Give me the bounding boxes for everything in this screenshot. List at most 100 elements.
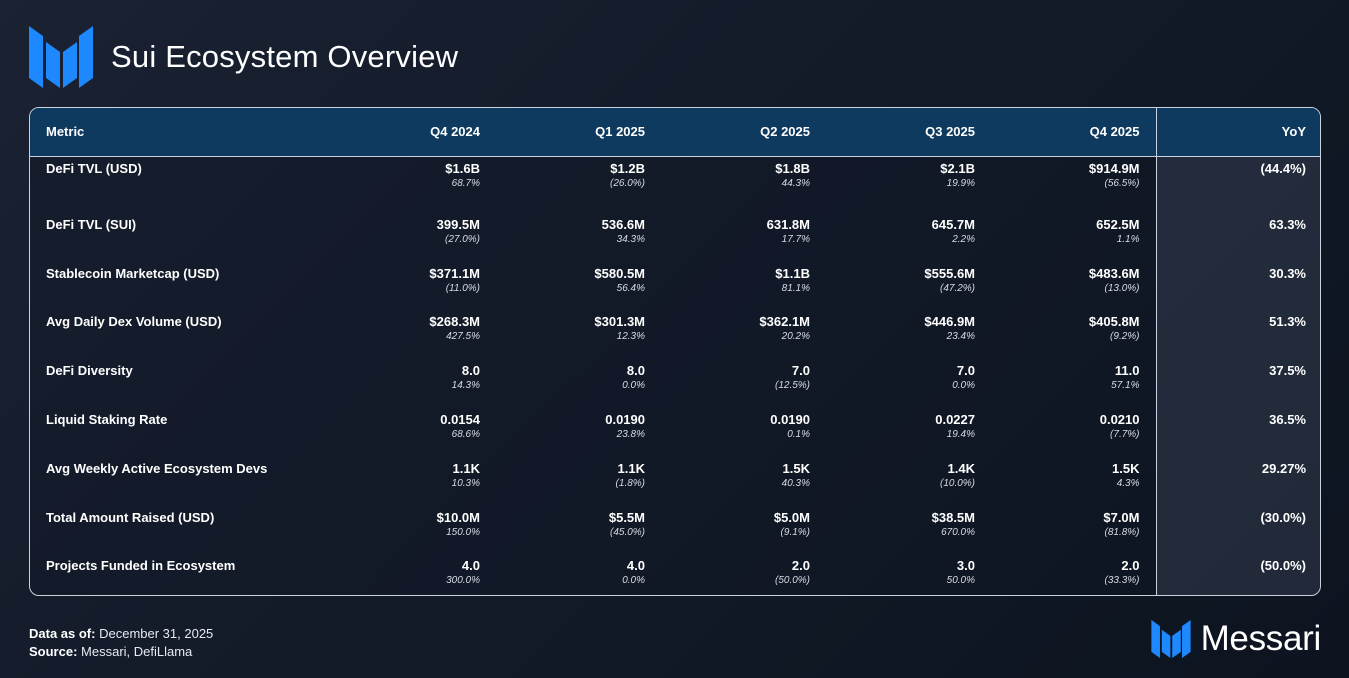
cell-q2-2025: $5.0M (9.1%)	[661, 498, 826, 547]
cell-value: 399.5M	[436, 216, 480, 232]
cell-change: (47.2%)	[939, 282, 975, 294]
brand-name: Messari	[1200, 619, 1322, 658]
cell-change: 23.4%	[946, 331, 975, 343]
cell-q4-2024: 8.0 14.3%	[315, 351, 496, 400]
metrics-table-card: Metric Q4 2024 Q1 2025 Q2 2025 Q3 2025 Q…	[29, 107, 1321, 596]
footer-notes: Data as of: December 31, 2025 Source: Me…	[29, 625, 213, 661]
cell-value: 645.7M	[931, 216, 975, 232]
cell-value: $1.6B	[445, 160, 480, 176]
cell-value: 1.1K	[617, 460, 645, 476]
metric-label: Avg Daily Dex Volume (USD)	[46, 314, 222, 330]
cell-q2-2025: $362.1M 20.2%	[661, 302, 826, 351]
table-body: DeFi TVL (USD) $1.6B 68.7% $1.2B (26.0%) $1.8…	[30, 156, 1320, 595]
cell-q3-2025: $2.1B 19.9%	[826, 156, 991, 205]
cell-change: 57.1%	[1111, 380, 1140, 392]
cell-value: 0.0154	[440, 411, 480, 427]
cell-value: $38.5M	[931, 509, 975, 525]
cell-q3-2025: 3.0 50.0%	[826, 546, 991, 595]
cell-change: (56.5%)	[1104, 177, 1140, 189]
cell-q4-2025: 2.0 (33.3%)	[991, 546, 1156, 595]
table-row: Projects Funded in Ecosystem 4.0 300.0% 4.0…	[30, 546, 1320, 595]
metric-label: DeFi TVL (USD)	[46, 160, 142, 176]
page-title: Sui Ecosystem Overview	[111, 39, 459, 74]
table-row: DeFi TVL (USD) $1.6B 68.7% $1.2B (26.0%) $1.8…	[30, 156, 1320, 205]
cell-value: $405.8M	[1088, 314, 1140, 330]
column-header-q4-2024: Q4 2024	[315, 108, 496, 157]
cell-change: (9.1%)	[780, 526, 810, 538]
cell-change: (13.0%)	[1104, 282, 1140, 294]
cell-change: (27.0%)	[444, 233, 480, 245]
messari-logo-icon	[1150, 620, 1191, 658]
cell-q2-2025: 7.0 (12.5%)	[661, 351, 826, 400]
cell-yoy: 29.27%	[1155, 448, 1320, 498]
metric-label: Projects Funded in Ecosystem	[46, 558, 236, 574]
cell-q3-2025: $38.5M 670.0%	[826, 498, 991, 547]
cell-change: 17.7%	[781, 233, 810, 245]
cell-value: 2.0	[791, 558, 810, 574]
cell-value: 11.0	[1114, 363, 1140, 379]
table-row: Total Amount Raised (USD) $10.0M 150.0% $5.…	[30, 497, 1320, 547]
cell-change: (9.2%)	[1110, 331, 1140, 343]
source-value: Messari, DefiLlama	[81, 644, 193, 659]
metric-label: Total Amount Raised (USD)	[46, 509, 215, 525]
metric-label: Stablecoin Marketcap (USD)	[46, 265, 220, 281]
column-header-q4-2025: Q4 2025	[991, 108, 1156, 157]
yoy-value: 29.27%	[1261, 460, 1306, 476]
cell-change: 300.0%	[446, 575, 480, 587]
table-row: Liquid Staking Rate 0.0154 68.6% 0.0190 23.8…	[30, 399, 1320, 449]
cell-change: 23.8%	[616, 428, 645, 440]
cell-change: (45.0%)	[609, 526, 645, 538]
cell-value: $301.3M	[594, 314, 645, 330]
cell-q3-2025: 7.0 0.0%	[826, 351, 991, 400]
metric-label: Liquid Staking Rate	[46, 411, 168, 427]
cell-q1-2025: 1.1K (1.8%)	[496, 449, 661, 498]
column-header-q1-2025: Q1 2025	[496, 108, 661, 157]
table-row: DeFi Diversity 8.0 14.3% 8.0 0.0% 7.0 (12.5%) 7…	[30, 351, 1320, 400]
cell-change: 4.3%	[1116, 477, 1140, 489]
cell-value: $483.6M	[1088, 265, 1140, 281]
cell-change: (12.5%)	[774, 380, 810, 392]
source-line: Source: Messari, DefiLlama	[29, 643, 213, 661]
cell-value: 4.0	[626, 558, 645, 574]
cell-change: 1.1%	[1116, 233, 1140, 245]
cell-q4-2025: 1.5K 4.3%	[991, 449, 1156, 498]
column-header-q3-2025: Q3 2025	[826, 108, 991, 157]
cell-value: 0.0210	[1099, 411, 1140, 427]
cell-q1-2025: 536.6M 34.3%	[496, 205, 661, 254]
cell-change: 50.0%	[946, 575, 975, 587]
cell-q4-2025: $483.6M (13.0%)	[991, 254, 1156, 303]
page-header: Sui Ecosystem Overview	[29, 26, 458, 88]
cell-change: (11.0%)	[445, 282, 480, 294]
cell-q4-2025: 652.5M 1.1%	[991, 205, 1156, 254]
cell-value: 7.0	[956, 363, 975, 379]
cell-q2-2025: 0.0190 0.1%	[661, 400, 826, 449]
cell-q4-2024: $10.0M 150.0%	[315, 498, 496, 547]
cell-value: $914.9M	[1088, 160, 1140, 176]
cell-value: $1.2B	[610, 160, 645, 176]
metric-label: DeFi TVL (SUI)	[46, 216, 137, 232]
cell-q4-2024: $1.6B 68.7%	[315, 156, 496, 205]
cell-q4-2024: $371.1M (11.0%)	[315, 254, 496, 303]
data-as-of-label: Data as of:	[29, 626, 96, 641]
metrics-table: Metric Q4 2024 Q1 2025 Q2 2025 Q3 2025 Q…	[30, 108, 1320, 595]
cell-q3-2025: 1.4K (10.0%)	[826, 449, 991, 498]
cell-change: (26.0%)	[609, 177, 645, 189]
cell-q2-2025: $1.1B 81.1%	[661, 254, 826, 303]
cell-change: 2.2%	[952, 233, 975, 245]
cell-value: $268.3M	[429, 314, 480, 330]
column-header-metric: Metric	[30, 108, 315, 157]
cell-q4-2025: 11.0 57.1%	[991, 351, 1156, 400]
cell-yoy: 36.5%	[1155, 399, 1320, 449]
source-label: Source:	[29, 644, 78, 659]
cell-value: $1.1B	[775, 265, 810, 281]
cell-value: $362.1M	[759, 314, 810, 330]
table-row: Avg Daily Dex Volume (USD) $268.3M 427.5% $…	[30, 302, 1320, 352]
cell-value: 1.1K	[452, 460, 480, 476]
cell-change: 68.6%	[451, 428, 480, 440]
table-row: Avg Weekly Active Ecosystem Devs 1.1K 10.3…	[30, 448, 1320, 498]
cell-q4-2024: 1.1K 10.3%	[315, 449, 496, 498]
table-row: Stablecoin Marketcap (USD) $371.1M (11.0%)…	[30, 253, 1320, 303]
cell-change: 20.2%	[781, 331, 810, 343]
cell-change: (10.0%)	[939, 477, 975, 489]
data-as-of-value: December 31, 2025	[99, 626, 214, 641]
